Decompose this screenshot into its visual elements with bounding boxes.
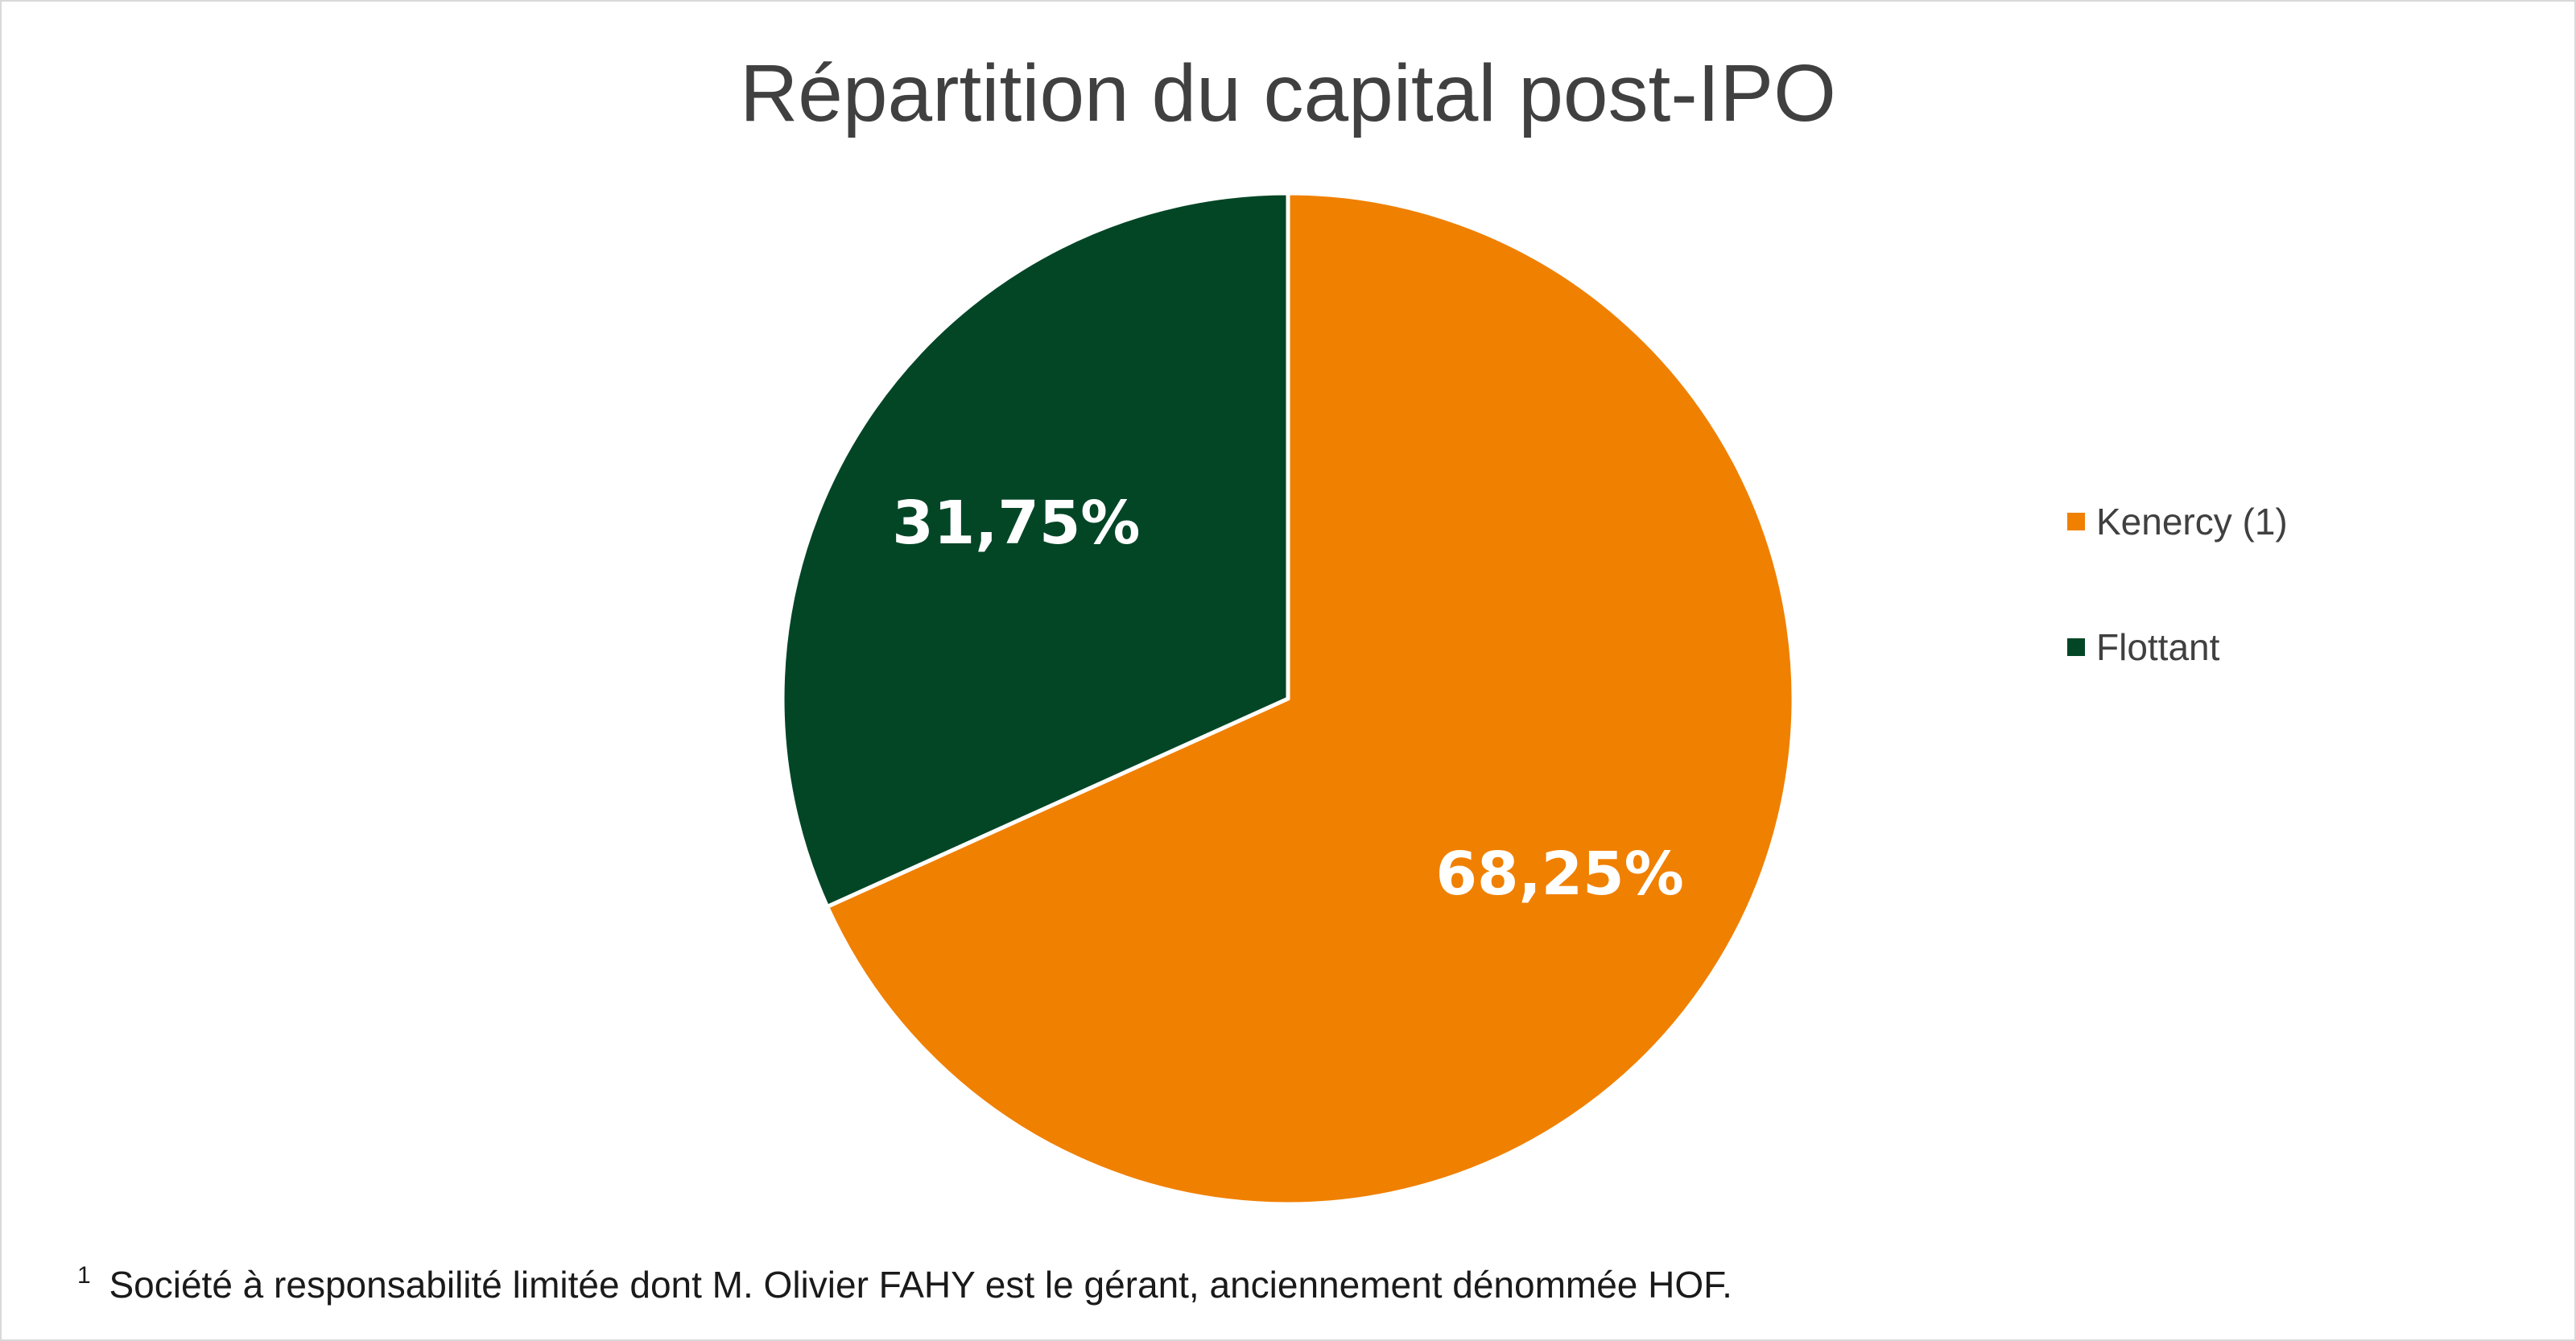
data-label-flottant: 31,75% [892, 489, 1140, 558]
legend-label-kenercy-1: Kenercy (1) [2096, 501, 2288, 543]
legend-swatch-kenercy-1 [2067, 513, 2085, 530]
legend: Kenercy (1) Flottant [2067, 501, 2288, 668]
footnote-text: Société à responsabilité limitée dont M.… [109, 1264, 1732, 1306]
pie-slice-flottant [780, 191, 1290, 909]
legend-label-flottant: Flottant [2096, 626, 2220, 668]
data-label-kenercy-1: 68,25% [1436, 840, 1684, 909]
chart-title: Répartition du capital post-IPO [740, 48, 1836, 138]
footnote: 1 Société à responsabilité limitée dont … [77, 1249, 1732, 1306]
pie-slice-kenercy-1 [825, 191, 1796, 1207]
pie: 68,25% 31,75% [780, 191, 1796, 1207]
legend-swatch-flottant [2067, 638, 2085, 656]
footnote-marker: 1 [77, 1262, 91, 1289]
